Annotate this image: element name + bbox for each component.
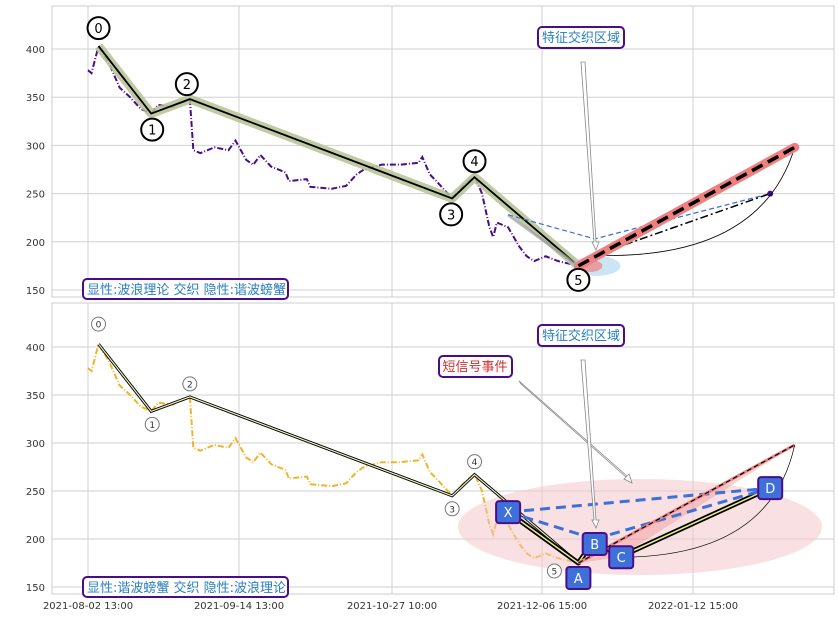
x-tick-label: 2021-08-02 13:00 xyxy=(43,601,133,612)
hidden-wave-label: 0 xyxy=(96,321,102,331)
harmonic-label: X xyxy=(504,506,513,521)
harmonic-label: B xyxy=(590,538,599,553)
hidden-wave-label: 5 xyxy=(552,568,558,578)
wave-marker-3 xyxy=(439,202,464,227)
panel-bottom: 150 200 250 300 350 400 0 1 2 3 4 5 X A B C D 短信号事件 特征交织区域… xyxy=(26,302,835,598)
mode-label: 显性:波浪理论 交织 隐性:谐波螃蟹 xyxy=(87,282,286,298)
y-tick-label: 150 xyxy=(26,583,45,594)
feature-annotation-box xyxy=(537,26,625,49)
projection-line xyxy=(577,145,796,268)
x-tick-label: 2021-12-06 15:00 xyxy=(497,601,587,612)
signal-annotation-box xyxy=(438,355,513,378)
hidden-wave-marker-4 xyxy=(467,454,483,470)
wave-line xyxy=(97,45,579,267)
price-series-line xyxy=(87,341,579,564)
feature-arrow xyxy=(580,61,600,251)
harmonic-marker-X xyxy=(495,500,522,525)
y-tick-label: 250 xyxy=(26,190,45,201)
harmonic-marker-A xyxy=(565,566,592,590)
y-tick-label: 300 xyxy=(26,439,45,450)
harmonic-marker-B xyxy=(581,532,608,556)
x-tick-label: 2022-01-12 15:00 xyxy=(648,601,738,612)
mode-label-box xyxy=(82,278,289,300)
wave-label: 1 xyxy=(148,124,156,139)
hidden-wave-marker-1 xyxy=(144,416,160,432)
hidden-wave-marker-2 xyxy=(182,376,198,392)
x-tick-label: 2021-10-27 10:00 xyxy=(347,601,437,612)
feature-annotation: 特征交织区域 xyxy=(542,328,620,344)
price-series-line xyxy=(87,43,579,267)
projection-arc xyxy=(619,444,796,558)
mode-label: 显性:谐波螃蟹 交织 隐性:波浪理论 xyxy=(87,580,286,596)
signal-annotation: 短信号事件 xyxy=(442,360,507,375)
harmonic-dashed-XD xyxy=(507,486,771,514)
signal-zone-ellipse xyxy=(458,479,822,575)
hidden-wave-marker-5 xyxy=(546,563,562,579)
hidden-wave-line xyxy=(98,343,579,564)
wave-label: 5 xyxy=(574,274,582,289)
hidden-wave-label: 1 xyxy=(149,421,155,431)
y-tick-label: 400 xyxy=(26,343,45,354)
harmonic-marker-C xyxy=(608,545,635,570)
harmonic-label: A xyxy=(574,572,583,587)
hidden-d-point xyxy=(767,190,774,197)
hidden-cd-line xyxy=(594,192,771,257)
hidden-xa-line xyxy=(507,213,580,268)
harmonic-marker-D xyxy=(757,476,784,501)
wave-marker-5 xyxy=(566,267,591,292)
harmonic-label: C xyxy=(617,551,626,566)
hidden-wave-marker-3 xyxy=(444,501,460,517)
hidden-wave-label: 4 xyxy=(472,458,478,468)
wave-label: 0 xyxy=(94,22,102,37)
y-tick-label: 200 xyxy=(26,535,45,546)
harmonic-label: D xyxy=(765,482,775,497)
x-tick-label: 2021-09-14 13:00 xyxy=(194,601,284,612)
plot-area xyxy=(51,5,835,298)
y-tick-label: 400 xyxy=(26,45,45,56)
projection-line xyxy=(578,444,795,564)
wave-marker-0 xyxy=(86,16,111,41)
wave-label: 3 xyxy=(447,208,455,223)
feature-annotation: 特征交织区域 xyxy=(542,30,620,46)
hidden-wave-marker-0 xyxy=(91,316,107,332)
harmonic-dashed-BD xyxy=(594,486,771,541)
wave-label: 2 xyxy=(183,78,191,93)
mode-label-box xyxy=(82,576,289,598)
y-tick-label: 250 xyxy=(26,487,45,498)
y-tick-label: 300 xyxy=(26,141,45,152)
wave-marker-4 xyxy=(462,149,487,174)
projection-arc xyxy=(594,147,796,256)
wave-label: 4 xyxy=(470,155,478,170)
wave-marker-1 xyxy=(140,117,165,142)
feature-arrow xyxy=(580,359,600,529)
wave-marker-2 xyxy=(174,72,199,97)
hidden-wave-label: 3 xyxy=(449,505,455,515)
y-tick-label: 350 xyxy=(26,391,45,402)
y-tick-label: 350 xyxy=(26,93,45,104)
y-tick-label: 200 xyxy=(26,238,45,249)
y-tick-label: 150 xyxy=(26,286,45,297)
signal-arrow xyxy=(518,380,633,484)
feature-annotation-box xyxy=(537,324,625,347)
hidden-wave-label: 2 xyxy=(187,380,193,390)
